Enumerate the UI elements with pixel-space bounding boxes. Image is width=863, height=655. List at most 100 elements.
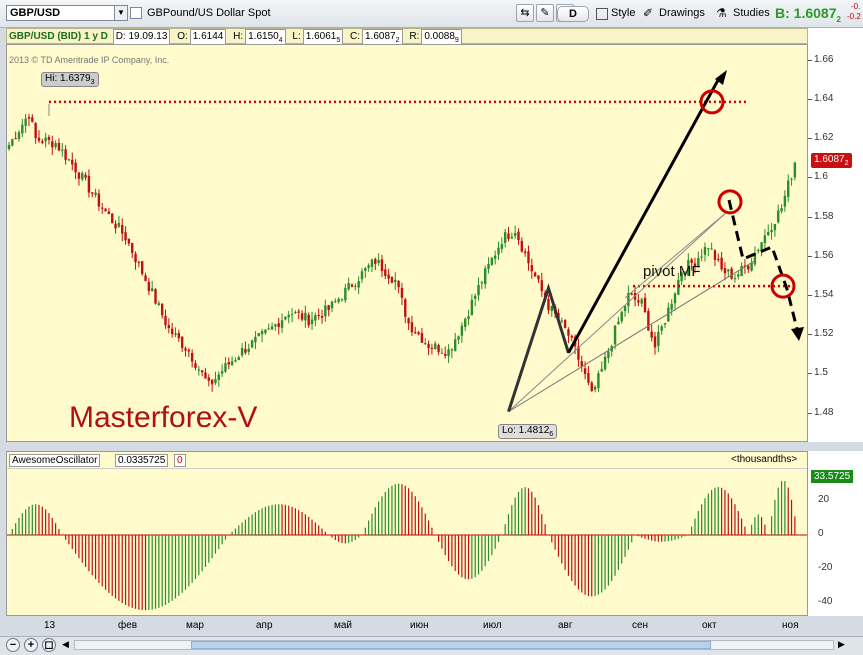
- candle-body: [700, 256, 703, 258]
- studies-button[interactable]: Studies: [733, 7, 770, 19]
- scroll-thumb[interactable]: [191, 641, 711, 649]
- tools-icon[interactable]: ✎: [536, 4, 554, 22]
- oscillator-name[interactable]: AwesomeOscillator: [9, 454, 101, 467]
- candle-body: [773, 224, 777, 231]
- period-button[interactable]: D: [557, 6, 589, 22]
- candle-body: [94, 192, 97, 196]
- low-sub: 5: [336, 37, 341, 44]
- range-main: 0.0088: [424, 31, 455, 42]
- time-axis[interactable]: 13 фев мар апр май июн июл авг сен окт ноя: [6, 617, 808, 635]
- zoom-out-icon[interactable]: −: [6, 638, 20, 652]
- candle-body: [250, 340, 254, 348]
- candle-body: [31, 117, 34, 122]
- price-tick: 1.64: [814, 92, 834, 104]
- candle-body: [314, 315, 317, 321]
- candle-body: [727, 269, 730, 272]
- channel-line: [624, 213, 726, 299]
- scroll-right-icon[interactable]: ▶: [838, 639, 845, 649]
- price-tick: 1.58: [814, 210, 834, 222]
- bid-value: B: 1.6087: [775, 5, 837, 21]
- studies-icon[interactable]: ⚗: [716, 6, 727, 20]
- drawings-button[interactable]: Drawings: [659, 7, 705, 19]
- candle-body: [47, 136, 51, 140]
- candle-body: [234, 360, 237, 362]
- symbol-dropdown-icon[interactable]: ▼: [114, 5, 128, 21]
- high-main: 1.6150: [248, 31, 279, 42]
- candle-body: [284, 316, 287, 320]
- candle-body: [304, 312, 307, 321]
- candle-body: [590, 382, 593, 392]
- candle-body: [117, 223, 121, 227]
- candle-body: [41, 141, 44, 143]
- candle-body: [427, 343, 430, 349]
- candle-body: [327, 305, 330, 311]
- price-tick-mark: [808, 412, 812, 414]
- scroll-track[interactable]: [74, 640, 834, 650]
- candle-body: [400, 288, 404, 298]
- symbol-input[interactable]: GBP/USD: [6, 5, 116, 21]
- candle-body: [503, 232, 507, 243]
- price-tick-mark: [808, 216, 812, 218]
- candle-body: [493, 255, 497, 259]
- candle-body: [164, 315, 167, 326]
- candle-body: [267, 328, 270, 330]
- price-tick: 1.54: [814, 288, 834, 300]
- month-label: фев: [118, 620, 138, 631]
- candle-body: [507, 233, 510, 240]
- zoom-fit-icon[interactable]: ◻: [42, 638, 56, 652]
- price-tick: 1.56: [814, 249, 834, 261]
- candle-body: [617, 321, 620, 325]
- candle-body: [84, 174, 87, 178]
- candle-body: [294, 312, 297, 314]
- oscillator-header: AwesomeOscillator 0.0335725 0 <thousandt…: [7, 452, 807, 469]
- change-bottom: -0.2: [847, 12, 861, 21]
- compare-icon[interactable]: ⇆: [516, 4, 534, 22]
- candle-body: [780, 208, 783, 212]
- candle-body: [613, 325, 617, 345]
- price-chart[interactable]: 2013 © TD Ameritrade IP Company, Inc. Ma…: [6, 44, 808, 442]
- candle-body: [397, 280, 400, 288]
- candle-body: [643, 297, 647, 312]
- candle-body: [77, 172, 81, 179]
- candle-body: [454, 339, 457, 351]
- candle-body: [347, 282, 350, 290]
- watermark: Masterforex-V: [69, 401, 258, 434]
- candle-body: [723, 268, 727, 274]
- candle-body: [600, 368, 603, 372]
- oscillator-chart[interactable]: AwesomeOscillator 0.0335725 0 <thousandt…: [6, 451, 808, 616]
- candle-body: [457, 336, 460, 340]
- candle-body: [447, 349, 450, 357]
- zoom-in-icon[interactable]: +: [24, 638, 38, 652]
- candle-body: [567, 329, 570, 336]
- close-sub: 2: [395, 37, 400, 44]
- candle-body: [247, 348, 250, 352]
- price-tick: 1.5: [814, 367, 828, 379]
- candle-body: [580, 361, 583, 367]
- target-circle: [717, 189, 743, 215]
- high-sub: 4: [278, 37, 283, 44]
- candle-body: [270, 326, 274, 330]
- price-tick-mark: [808, 373, 812, 375]
- candle-body: [497, 247, 500, 255]
- candle-body: [200, 370, 204, 373]
- candle-body: [260, 331, 264, 335]
- symbol-list-icon[interactable]: [130, 7, 142, 19]
- candle-body: [74, 162, 77, 173]
- candle-body: [64, 149, 67, 160]
- candle-body: [87, 175, 91, 193]
- price-axis[interactable]: 1.66 1.64 1.62 1.6 1.58 1.56 1.54 1.52 1.5 1.48 1.…: [808, 28, 863, 442]
- style-icon[interactable]: [596, 8, 608, 20]
- candle-body: [440, 352, 444, 354]
- candle-body: [537, 275, 540, 280]
- candle-body: [244, 349, 247, 353]
- scroll-left-icon[interactable]: ◀: [62, 639, 69, 649]
- candle-body: [490, 258, 494, 265]
- candle-body: [67, 159, 71, 161]
- candle-body: [720, 257, 723, 270]
- drawings-icon[interactable]: ✐: [643, 6, 654, 20]
- candle-body: [593, 386, 597, 390]
- price-tick: 1.66: [814, 53, 834, 65]
- style-button[interactable]: Style: [611, 7, 636, 19]
- oscillator-axis[interactable]: 20 0 -20 -40 33.5725: [808, 451, 863, 616]
- candle-body: [207, 377, 210, 381]
